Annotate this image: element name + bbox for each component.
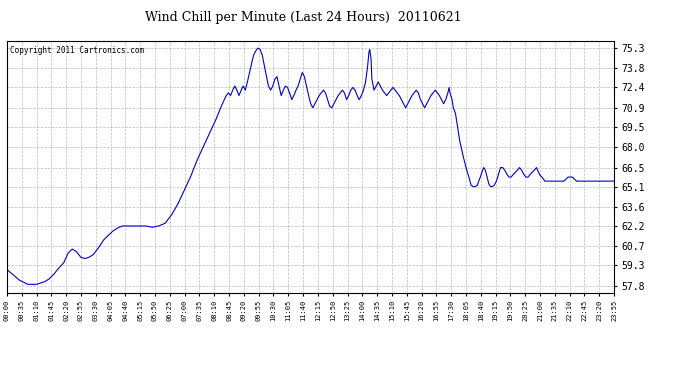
Text: Copyright 2011 Cartronics.com: Copyright 2011 Cartronics.com [10,46,144,55]
Text: Wind Chill per Minute (Last 24 Hours)  20110621: Wind Chill per Minute (Last 24 Hours) 20… [146,11,462,24]
